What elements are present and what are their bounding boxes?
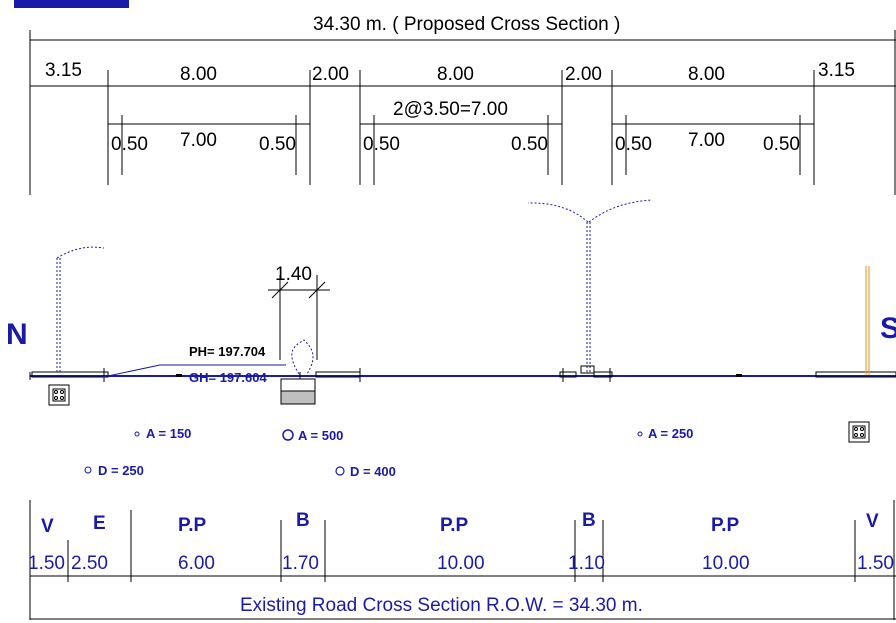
code-2: P.P (178, 515, 207, 536)
median-dimension: 1.40 (268, 264, 330, 360)
gh-level: GH= 197.604 (189, 370, 267, 385)
dim-row2-1: 7.00 (180, 130, 217, 151)
code-5: B (582, 510, 596, 531)
existing-dimensions: V E P.P B P.P B P.P V 1.50 2.50 6.00 1.7… (28, 500, 896, 620)
utility-a500-label: A = 500 (298, 428, 343, 443)
utility-a150: A = 150 (134, 426, 191, 441)
utility-d250: D = 250 (84, 463, 144, 478)
south-label: S (880, 312, 896, 345)
width-3: 1.70 (282, 553, 319, 574)
tree-icon (280, 339, 316, 405)
manhole-icon (848, 421, 870, 443)
utility-d400: D = 400 (335, 464, 396, 479)
utility-a150-label: A = 150 (146, 426, 191, 441)
lane-note: 2@3.50=7.00 (393, 99, 508, 120)
dim-row1-0: 3.15 (45, 60, 82, 81)
north-label: N (6, 318, 28, 351)
utility-a250: A = 250 (637, 426, 693, 441)
dim-row1-6: 3.15 (818, 60, 855, 81)
code-3: B (296, 510, 310, 531)
utility-a500: A = 500 (282, 428, 343, 443)
dim-row2-4: 0.50 (511, 134, 548, 155)
ph-level: PH= 197.704 (189, 344, 266, 359)
manhole-icon (48, 384, 70, 406)
code-7: V (866, 511, 879, 532)
utility-d400-label: D = 400 (350, 464, 396, 479)
dim-row2-5: 0.50 (615, 134, 652, 155)
header-accent-bar (14, 0, 129, 8)
dim-row1-1: 8.00 (180, 64, 217, 85)
dim-row2-0: 0.50 (111, 134, 148, 155)
dim-row1-2: 2.00 (312, 64, 349, 85)
dim-row2-7: 0.50 (763, 134, 800, 155)
width-1: 2.50 (71, 553, 108, 574)
width-2: 6.00 (178, 553, 215, 574)
proposed-title: 34.30 m. ( Proposed Cross Section ) (313, 14, 620, 35)
street-light-icon (56, 246, 105, 372)
dim-row2-2: 0.50 (259, 134, 296, 155)
code-1: E (93, 513, 106, 534)
width-4: 10.00 (437, 553, 485, 574)
dim-row2-3: 0.50 (363, 134, 400, 155)
width-6: 10.00 (702, 553, 750, 574)
street-light-icon (865, 266, 870, 375)
width-0: 1.50 (28, 553, 65, 574)
code-4: P.P (440, 515, 469, 536)
utility-d250-label: D = 250 (98, 463, 144, 478)
level-callout: PH= 197.704 GH= 197.604 (102, 344, 286, 385)
dim-row1-3: 8.00 (437, 64, 474, 85)
street-light-icon (527, 199, 653, 374)
dim-row2-6: 7.00 (688, 130, 725, 151)
width-7: 1.50 (857, 553, 894, 574)
code-0: V (41, 516, 54, 537)
median-width: 1.40 (275, 264, 312, 285)
road-surface (29, 368, 896, 382)
dim-row1-5: 8.00 (688, 64, 725, 85)
width-5: 1.10 (568, 553, 605, 574)
existing-title: Existing Road Cross Section R.O.W. = 34.… (240, 595, 643, 616)
utility-a250-label: A = 250 (648, 426, 693, 441)
dim-row1-4: 2.00 (565, 64, 602, 85)
code-6: P.P (711, 515, 740, 536)
proposed-dimensions: 34.30 m. ( Proposed Cross Section ) 3.15… (29, 14, 896, 195)
